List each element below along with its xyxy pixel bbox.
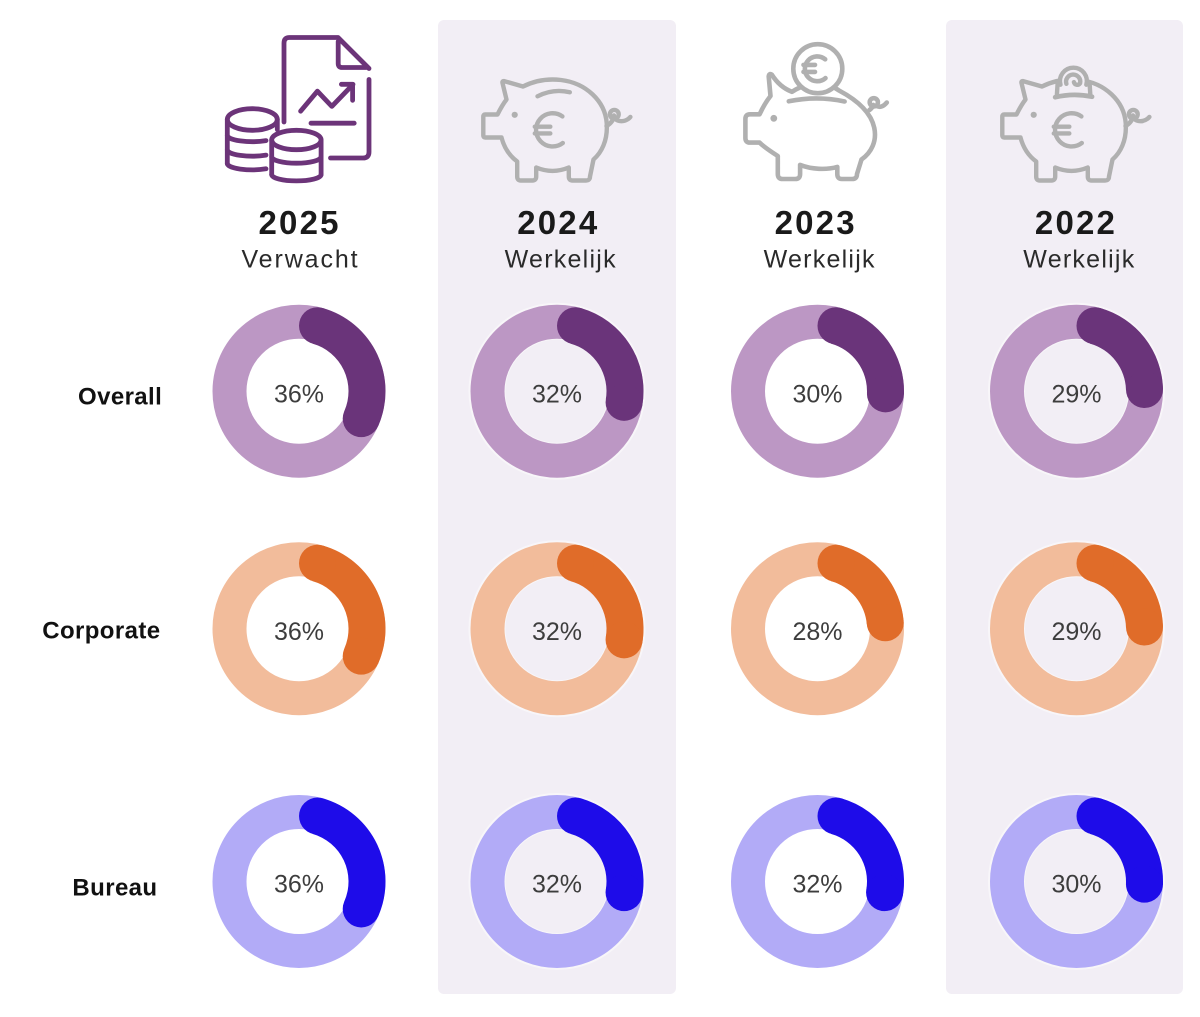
svg-text:Corporate: Corporate <box>42 617 160 644</box>
svg-text:29%: 29% <box>1051 380 1101 408</box>
svg-text:30%: 30% <box>1051 871 1101 899</box>
svg-text:32%: 32% <box>792 871 842 899</box>
svg-text:2025: 2025 <box>258 204 340 241</box>
svg-text:32%: 32% <box>532 380 582 408</box>
svg-text:32%: 32% <box>532 871 582 899</box>
svg-text:2024: 2024 <box>517 204 599 241</box>
svg-text:28%: 28% <box>792 618 842 646</box>
svg-text:29%: 29% <box>1051 618 1101 646</box>
svg-text:36%: 36% <box>274 618 324 646</box>
svg-text:32%: 32% <box>532 618 582 646</box>
svg-text:Werkelijk: Werkelijk <box>1023 246 1135 274</box>
svg-text:Werkelijk: Werkelijk <box>505 246 617 274</box>
svg-text:Werkelijk: Werkelijk <box>764 246 876 274</box>
svg-text:30%: 30% <box>792 380 842 408</box>
svg-text:2023: 2023 <box>775 204 857 241</box>
svg-text:Verwacht: Verwacht <box>241 246 359 274</box>
svg-text:36%: 36% <box>274 871 324 899</box>
svg-text:2022: 2022 <box>1035 204 1117 241</box>
svg-text:Bureau: Bureau <box>72 874 157 901</box>
svg-text:36%: 36% <box>274 380 324 408</box>
svg-text:Overall: Overall <box>78 384 162 411</box>
